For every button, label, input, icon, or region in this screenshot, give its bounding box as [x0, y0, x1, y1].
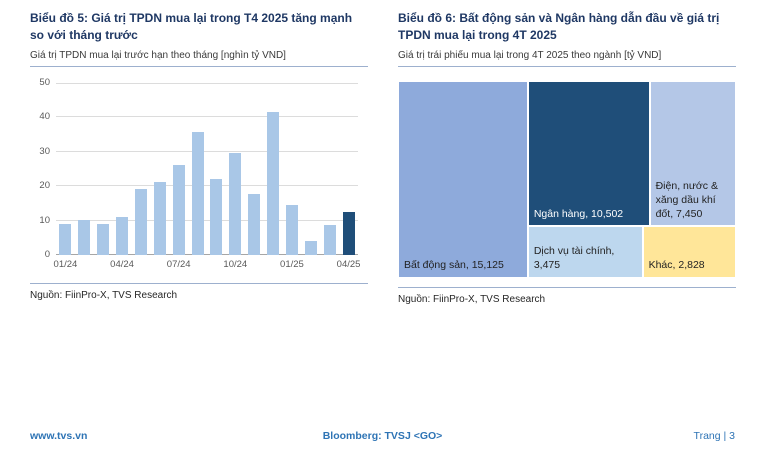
treemap-segment-label: Bất động sản, 15,125	[404, 259, 504, 272]
treemap-segment-1: Bất động sản, 15,125	[398, 80, 528, 278]
y-tick-label: 40	[39, 111, 50, 123]
bar-10/24	[229, 153, 242, 255]
page-footer: www.tvs.vn Bloomberg: TVSJ <GO> Trang | …	[30, 430, 735, 446]
y-tick-label: 20	[39, 180, 50, 192]
chart5-source: Nguồn: FiinPro-X, TVS Research	[30, 289, 178, 301]
chart6-subtitle: Giá trị trái phiếu mua lại trong 4T 2025…	[398, 49, 662, 61]
x-tick-label: 10/24	[223, 258, 248, 270]
treemap-segment-label: Khác, 2,828	[648, 259, 705, 272]
bar-05/24	[134, 189, 147, 255]
chart5-subtitle: Giá trị TPDN mua lại trước hạn theo thán…	[30, 49, 286, 61]
bar-12/24	[267, 111, 280, 255]
chart6-section: Biểu đồ 6: Bất động sản và Ngân hàng dẫn…	[398, 10, 736, 305]
footer-bloomberg-code: Bloomberg: TVSJ <GO>	[322, 430, 443, 442]
y-tick-label: 50	[39, 77, 50, 89]
chart5-top-divider	[30, 65, 368, 67]
y-tick-label: 10	[39, 214, 50, 226]
bar-02/25	[304, 240, 317, 255]
chart5-section: Biểu đồ 5: Giá trị TPDN mua lại trong T4…	[30, 10, 368, 301]
footer-page-number: Trang | 3	[693, 430, 735, 442]
gridline-0	[56, 253, 358, 255]
x-tick-label: 01/24	[53, 258, 78, 270]
treemap-segment-3: Điện, nước & xăng dầu khí đốt, 7,450	[649, 80, 736, 227]
treemap-segment-4: Dịch vụ tài chính, 3,475	[527, 226, 643, 278]
gridline-40	[56, 116, 358, 118]
chart6-treemap: Bất động sản, 15,125 Ngân hàng, 10,502 Điệ…	[398, 80, 736, 278]
chart6-top-divider	[398, 65, 736, 67]
bar-06/24	[153, 182, 166, 255]
x-tick-label: 07/24	[166, 258, 191, 270]
gridline-30	[56, 150, 358, 152]
gridline-10	[56, 219, 358, 221]
bar-03/24	[97, 223, 110, 255]
bar-01/24	[59, 223, 72, 255]
chart5-bar-chart: 0 10 20 30 40 50 01/24 04/24 07/24 10/24 01/25 04/…	[39, 77, 368, 274]
x-tick-label: 04/24	[110, 258, 134, 270]
bar-08/24	[191, 132, 204, 255]
chart5-plot-area: 0 10 20 30 40 50	[39, 77, 358, 260]
bar-11/24	[248, 194, 261, 255]
bar-04/25	[342, 211, 355, 255]
gridline-50	[56, 82, 358, 84]
x-tick-label: 04/25	[336, 258, 361, 270]
footer-website-link[interactable]: www.tvs.vn	[30, 430, 88, 442]
y-tick-label: 0	[44, 249, 50, 261]
treemap-segment-label: Điện, nước & xăng dầu khí đốt, 7,450	[655, 179, 718, 221]
treemap-segment-label: Ngân hàng, 10,502	[533, 208, 624, 221]
bar-01/25	[285, 204, 298, 255]
bar-02/24	[78, 220, 91, 255]
bar-07/24	[172, 165, 185, 255]
chart6-source: Nguồn: FiinPro-X, TVS Research	[398, 293, 546, 305]
y-tick-label: 30	[39, 145, 50, 157]
chart5-x-axis: 01/24 04/24 07/24 10/24 01/25 04/25	[54, 258, 361, 274]
treemap-segment-5: Khác, 2,828	[642, 226, 736, 278]
chart6-bottom-divider	[398, 286, 736, 288]
chart5-title: Biểu đồ 5: Giá trị TPDN mua lại trong T4…	[30, 11, 353, 42]
treemap-segment-label: Dịch vụ tài chính, 3,475	[533, 245, 615, 272]
bar-03/25	[323, 225, 336, 255]
chart5-bottom-divider	[30, 282, 368, 284]
chart6-title: Biểu đồ 6: Bất động sản và Ngân hàng dẫn…	[398, 11, 720, 42]
treemap-segment-2: Ngân hàng, 10,502	[527, 80, 650, 227]
gridline-20	[56, 185, 358, 187]
bar-04/24	[116, 216, 129, 255]
x-tick-label: 01/25	[280, 258, 304, 270]
bar-09/24	[210, 178, 223, 255]
